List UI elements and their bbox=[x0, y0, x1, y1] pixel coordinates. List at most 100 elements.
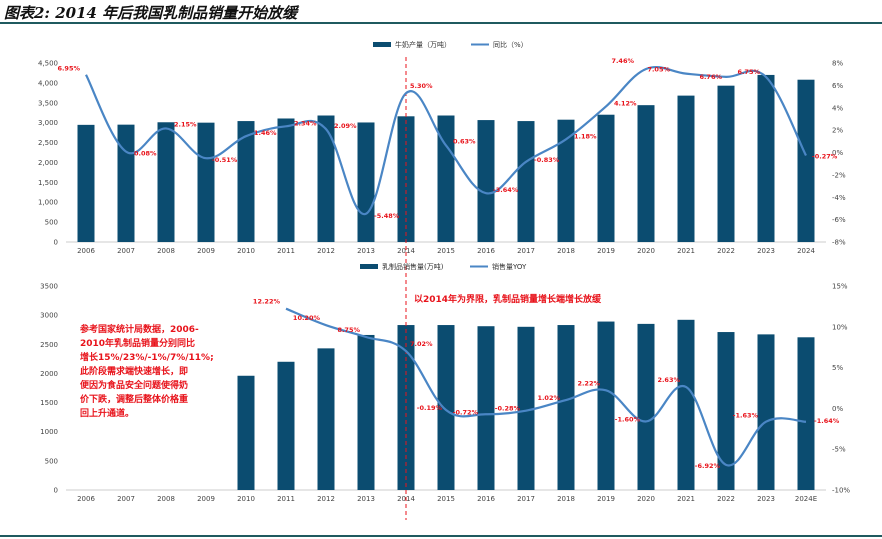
chart1-y-right-tick: -6% bbox=[832, 216, 846, 224]
chart2-legend-label: 销售量YOY bbox=[492, 262, 527, 271]
chart2-data-label: -0.72% bbox=[453, 408, 479, 416]
chart2-y-right-tick: -5% bbox=[832, 446, 846, 454]
chart2-x-tick: 2023 bbox=[757, 495, 775, 503]
chart2-bar bbox=[477, 326, 495, 490]
chart1-x-tick: 2012 bbox=[317, 247, 335, 255]
chart1-y-left-tick: 4,500 bbox=[38, 60, 58, 68]
chart2-y-left-tick: 1000 bbox=[40, 428, 58, 436]
chart1-y-right-tick: 0% bbox=[832, 149, 843, 157]
chart1-data-label: 6.76% bbox=[699, 73, 722, 81]
chart2-y-left-tick: 3000 bbox=[40, 312, 58, 320]
chart2-x-tick: 2006 bbox=[77, 495, 95, 503]
chart2-data-label: 2.63% bbox=[657, 376, 680, 384]
chart2-bar bbox=[717, 332, 735, 490]
chart1-bar bbox=[797, 79, 815, 242]
chart1-bar bbox=[157, 122, 175, 242]
chart1-bar bbox=[557, 119, 575, 242]
chart1-x-tick: 2007 bbox=[117, 247, 135, 255]
chart1-y-right-tick: -2% bbox=[832, 171, 846, 179]
chart1-bar bbox=[117, 124, 135, 242]
chart1-legend-label: 牛奶产量（万吨） bbox=[395, 40, 451, 49]
chart2-bar bbox=[357, 334, 375, 490]
chart1-bar bbox=[717, 85, 735, 242]
chart1-data-label: -0.51% bbox=[212, 156, 238, 164]
chart2-y-left-tick: 2000 bbox=[40, 370, 58, 378]
chart1-x-tick: 2008 bbox=[157, 247, 175, 255]
chart2-bar bbox=[557, 325, 575, 490]
chart1-data-label: 2.34% bbox=[294, 119, 317, 127]
chart2-x-tick: 2015 bbox=[437, 495, 455, 503]
chart2-yoy-line bbox=[285, 307, 807, 467]
chart1-bar bbox=[437, 115, 455, 242]
chart2-bar bbox=[597, 321, 615, 490]
chart1-y-right-tick: 2% bbox=[832, 127, 843, 135]
chart2-x-tick: 2011 bbox=[277, 495, 295, 503]
chart2-x-tick: 2016 bbox=[477, 495, 495, 503]
chart2-left-note-line: 此阶段需求端快速增长，即 bbox=[80, 365, 188, 377]
chart2-x-tick: 2020 bbox=[637, 495, 655, 503]
chart1-x-tick: 2023 bbox=[757, 247, 775, 255]
chart2-x-tick: 2007 bbox=[117, 495, 135, 503]
chart2-data-label: -6.92% bbox=[695, 462, 721, 470]
chart2-bar bbox=[237, 375, 255, 490]
chart2-x-tick: 2021 bbox=[677, 495, 695, 503]
chart1-y-left-tick: 4,000 bbox=[38, 79, 58, 87]
chart1-bar bbox=[477, 120, 495, 242]
chart1-x-tick: 2009 bbox=[197, 247, 215, 255]
chart1-data-label: 6.95% bbox=[57, 65, 80, 73]
chart1-y-left-tick: 3,500 bbox=[38, 99, 58, 107]
chart2-legend-label: 乳制品销售量(万吨) bbox=[382, 262, 444, 271]
chart1-data-label: 4.12% bbox=[614, 99, 637, 107]
chart1-x-tick: 2024 bbox=[797, 247, 815, 255]
chart1-data-label: -0.83% bbox=[534, 156, 560, 164]
chart1-data-label: 7.05% bbox=[647, 66, 670, 74]
chart1-data-label: 0.63% bbox=[453, 137, 476, 145]
chart2-bar bbox=[517, 326, 535, 490]
chart1-y-left-tick: 1,500 bbox=[38, 179, 58, 187]
chart1-data-label: 7.46% bbox=[611, 57, 634, 65]
chart1-bar bbox=[317, 115, 335, 242]
chart1-y-right-tick: -4% bbox=[832, 194, 846, 202]
chart2-y-right-tick: -10% bbox=[832, 487, 850, 495]
chart1-y-left-tick: 3,000 bbox=[38, 119, 58, 127]
chart1-y-right-tick: -8% bbox=[832, 239, 846, 247]
chart1-y-right-tick: 6% bbox=[832, 82, 843, 90]
chart1-bar bbox=[677, 95, 695, 243]
chart2-left-note-line: 2010年乳制品销量分别同比 bbox=[80, 337, 195, 349]
chart2-y-left-tick: 1500 bbox=[40, 399, 58, 407]
chart2-x-tick: 2018 bbox=[557, 495, 575, 503]
chart2-data-label: -1.60% bbox=[615, 415, 641, 423]
chart2-data-label: -0.19% bbox=[417, 404, 443, 412]
chart2-left-note-line: 便因为食品安全问题使得奶 bbox=[80, 379, 188, 391]
chart2-y-right-tick: 15% bbox=[832, 283, 848, 291]
chart1-data-label: -3.64% bbox=[493, 186, 519, 194]
chart1-bar bbox=[237, 121, 255, 242]
chart2-y-left-tick: 0 bbox=[54, 487, 58, 495]
chart1-x-tick: 2011 bbox=[277, 247, 295, 255]
chart2-bar bbox=[437, 325, 455, 490]
chart2-y-right-tick: 0% bbox=[832, 405, 843, 413]
chart1-x-tick: 2006 bbox=[77, 247, 95, 255]
chart2-data-label: -1.63% bbox=[733, 412, 759, 420]
chart2-x-tick: 2019 bbox=[597, 495, 615, 503]
chart2-data-label: -1.64% bbox=[814, 417, 840, 425]
chart2-divider-note: 以2014年为界限，乳制品销量增长端增长放缓 bbox=[414, 293, 602, 305]
chart1-x-tick: 2021 bbox=[677, 247, 695, 255]
chart2-left-note-line: 回上升通道。 bbox=[80, 407, 134, 419]
chart1-data-label: 2.15% bbox=[174, 120, 197, 128]
chart2-legend-swatch-bar bbox=[360, 264, 378, 269]
chart2-x-tick: 2009 bbox=[197, 495, 215, 503]
chart2-y-right-tick: 10% bbox=[832, 323, 848, 331]
top-rule bbox=[0, 22, 882, 24]
chart1-legend-swatch-bar bbox=[373, 42, 391, 47]
chart1-x-tick: 2019 bbox=[597, 247, 615, 255]
chart2-data-label: 10.20% bbox=[293, 314, 321, 322]
chart2-y-right-tick: 5% bbox=[832, 364, 843, 372]
chart1-data-label: 1.18% bbox=[574, 132, 597, 140]
chart1-bar bbox=[357, 122, 375, 242]
chart1-y-right-tick: 4% bbox=[832, 104, 843, 112]
chart2-x-tick: 2013 bbox=[357, 495, 375, 503]
chart1-data-label: 1.46% bbox=[254, 129, 277, 137]
chart1-data-label: 5.30% bbox=[410, 82, 433, 90]
